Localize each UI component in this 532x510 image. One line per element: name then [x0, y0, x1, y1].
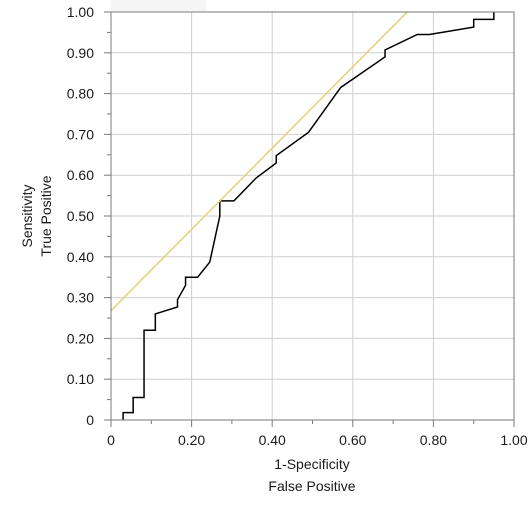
x-tick-label: 0.80 [420, 432, 447, 448]
y-tick-label: 0.90 [67, 45, 94, 61]
x-tick-label: 0.20 [178, 432, 205, 448]
y-axis-title-line2: True Positive [38, 175, 54, 256]
tick-labels: 0 0.20 0.40 0.60 0.80 1.00 0 0.10 0.20 0.30 0.40 0.… [67, 4, 528, 448]
y-tick-label: 0.80 [67, 86, 94, 102]
x-tick-label: 0.40 [259, 432, 286, 448]
tick-marks [104, 11, 515, 427]
grid-lines [111, 12, 514, 420]
x-axis-title-line1: 1-Specificity [274, 456, 349, 472]
y-tick-label: 0.50 [67, 208, 94, 224]
x-tick-label: 0.60 [339, 432, 366, 448]
y-tick-label: 0.70 [67, 126, 94, 142]
y-tick-label: 0.30 [67, 290, 94, 306]
roc-curve [122, 12, 495, 420]
reference-line [111, 12, 408, 312]
y-tick-label: 0 [86, 412, 94, 428]
y-tick-label: 0.10 [67, 371, 94, 387]
y-axis-title-line1: Sensitivity [19, 184, 35, 247]
y-tick-label: 0.40 [67, 249, 94, 265]
y-tick-label: 0.60 [67, 167, 94, 183]
x-tick-label: 1.00 [500, 432, 527, 448]
x-tick-label: 0 [107, 432, 115, 448]
y-tick-label: 1.00 [67, 4, 94, 20]
y-tick-label: 0.20 [67, 330, 94, 346]
series-layer [111, 12, 495, 420]
x-axis-title-line2: False Positive [268, 478, 355, 494]
top-left-overlay [111, 0, 206, 12]
